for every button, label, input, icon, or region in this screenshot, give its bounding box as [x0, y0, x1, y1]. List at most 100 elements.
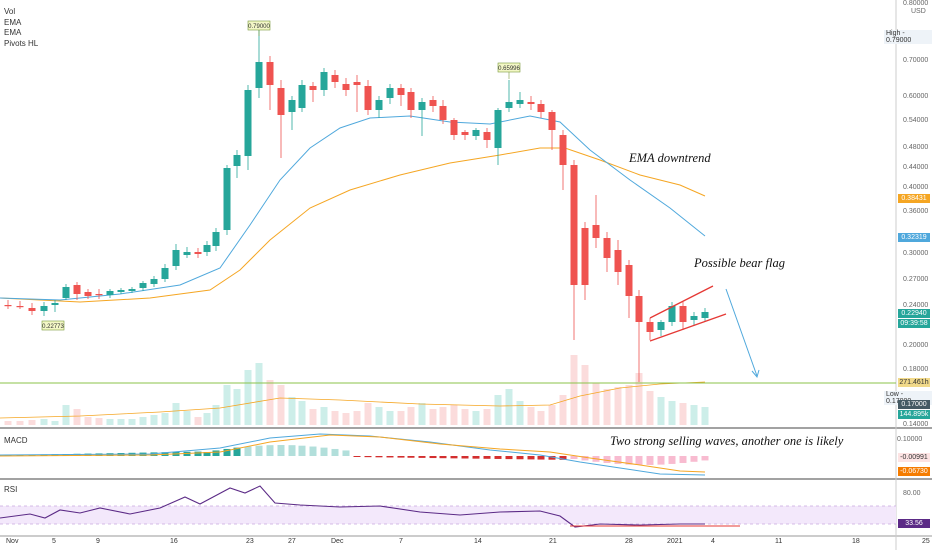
- candle-body: [679, 306, 687, 322]
- price-tick: 0.20000: [903, 342, 929, 349]
- macd-hist-bar: [342, 450, 350, 456]
- candle-body: [353, 82, 361, 85]
- candle-body: [516, 100, 524, 104]
- price-tick: 0.80000: [903, 0, 929, 7]
- volume-bar: [28, 420, 36, 425]
- macd-hist-bar: [429, 456, 437, 459]
- annotation-ema-downtrend[interactable]: EMA downtrend: [628, 151, 711, 165]
- volume-bar: [212, 405, 220, 425]
- macd-hist-bar: [386, 456, 394, 458]
- macd-title[interactable]: MACD: [4, 436, 28, 445]
- candle-body: [581, 228, 589, 285]
- price-tick: 0.60000: [903, 93, 929, 100]
- volume-bar: [418, 403, 426, 425]
- candle-body: [194, 252, 202, 254]
- volume-bar: [309, 409, 317, 425]
- candle-body: [439, 106, 447, 120]
- volume-bar: [386, 411, 394, 425]
- time-tick: 11: [775, 538, 783, 545]
- candle-body: [331, 75, 339, 82]
- macd-hist-bar: [581, 456, 589, 461]
- macd-hist-bar: [223, 448, 231, 456]
- candle-body: [657, 322, 665, 330]
- volume-bar: [690, 405, 698, 425]
- macd-hist-bar: [472, 456, 480, 459]
- macd-hist-bar: [657, 456, 665, 465]
- candle-body: [386, 88, 394, 98]
- time-tick: 21: [549, 538, 557, 545]
- volume-bar: [106, 419, 114, 425]
- flag-lower-line[interactable]: [649, 313, 727, 342]
- volume-bar: [73, 409, 81, 425]
- macd-hist-bar: [505, 456, 513, 460]
- flag-upper-line[interactable]: [649, 285, 714, 319]
- macd-hist-bar: [397, 456, 405, 458]
- candle-body: [320, 72, 328, 90]
- volume-bar: [223, 385, 231, 425]
- volume-bar: [194, 417, 202, 425]
- macd-hist-bar: [668, 456, 676, 464]
- price-tick: 0.14000: [903, 421, 929, 428]
- high-label: High - 0.79000: [884, 30, 932, 44]
- macd-hist-bar: [244, 446, 252, 456]
- volume-bar: [646, 391, 654, 425]
- level-badge: 271.461h: [898, 378, 930, 387]
- candle-body: [106, 291, 114, 295]
- time-axis[interactable]: Nov 5 9 16 23 27 Dec 7 14 21 28 2021 4 1…: [0, 538, 930, 550]
- macd-hist-bar: [353, 456, 361, 457]
- candle-body: [494, 110, 502, 148]
- volume-bar: [701, 407, 709, 425]
- legend-ema-fast[interactable]: EMA: [4, 17, 22, 27]
- candle-body: [668, 306, 676, 322]
- projection-arrow[interactable]: [725, 288, 758, 377]
- candle-body: [244, 90, 252, 156]
- legend-pivots[interactable]: Pivots HL: [4, 38, 39, 48]
- price-tick: 0.48000: [903, 144, 929, 151]
- macd-hist-bar: [450, 456, 458, 459]
- candle-body: [450, 120, 458, 135]
- volume-bar: [429, 409, 437, 425]
- volume-bar: [51, 421, 59, 425]
- macd-hist-bar: [625, 456, 633, 465]
- price-tick: 0.36000: [903, 208, 929, 215]
- volume-bar: [407, 407, 415, 425]
- macd-hist-bar: [516, 456, 524, 460]
- ema-fast-badge: 0.32319: [898, 233, 930, 242]
- annotation-bear-flag[interactable]: Possible bear flag: [693, 256, 785, 270]
- price-axis[interactable]: 0.80000 USD 0.70000 0.60000 0.54000 0.48…: [897, 0, 932, 550]
- volume-bar: [559, 395, 567, 425]
- candle-body: [84, 292, 92, 296]
- macd-hist-bar: [320, 447, 328, 456]
- rsi-title[interactable]: RSI: [4, 485, 18, 494]
- candle-body: [161, 268, 169, 279]
- time-tick: 2021: [667, 538, 683, 545]
- volume-bar: [450, 405, 458, 425]
- candle-body: [233, 155, 241, 166]
- candle-body: [117, 290, 125, 292]
- macd-hist-bar: [701, 456, 709, 461]
- legend-ema-slow[interactable]: EMA: [4, 28, 22, 37]
- indicator-legend: Vol EMA EMA Pivots HL: [4, 7, 38, 49]
- candle-body: [342, 84, 350, 90]
- candle-body: [309, 86, 317, 90]
- macd-hist-bar: [614, 456, 622, 464]
- macd-hist-bar: [418, 456, 426, 458]
- candle-body: [646, 322, 654, 332]
- price-tick: 0.30000: [903, 250, 929, 257]
- time-tick: 23: [246, 538, 254, 545]
- annotation-selling-waves[interactable]: Two strong selling waves, another one is…: [610, 434, 844, 448]
- candle-body: [172, 250, 180, 266]
- rsi-tick: 80.00: [903, 490, 921, 497]
- volume-bar: [548, 405, 556, 425]
- rsi-badge: 33.56: [898, 519, 930, 528]
- volume-bar: [288, 397, 296, 425]
- macd-hist-bar: [548, 456, 556, 460]
- legend-vol[interactable]: Vol: [4, 7, 16, 16]
- volume-bar: [527, 407, 535, 425]
- volume-bar: [277, 385, 285, 425]
- volume-badge: 144.895k: [898, 410, 930, 419]
- macd-hist-bar: [255, 445, 263, 456]
- candle-body: [4, 305, 12, 307]
- macd-hist-bar: [570, 456, 578, 459]
